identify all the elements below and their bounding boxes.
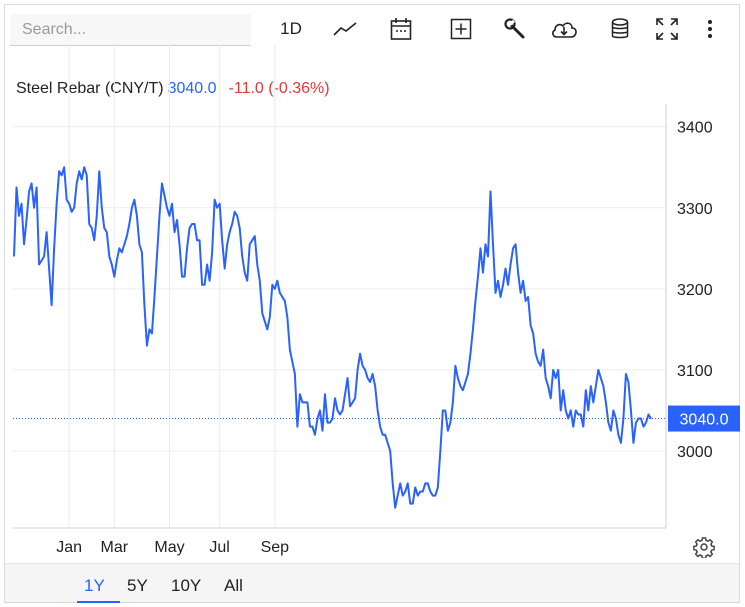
more-icon[interactable] bbox=[702, 13, 718, 45]
y-tick-label: 3000 bbox=[677, 444, 713, 461]
settings-gear-icon[interactable] bbox=[693, 536, 715, 563]
add-indicator-icon[interactable] bbox=[448, 13, 474, 45]
y-tick-label: 3200 bbox=[677, 282, 713, 299]
symbol-label: Steel Rebar (CNY/T) bbox=[16, 80, 164, 97]
y-tick-label: 3400 bbox=[677, 120, 713, 137]
range-bar: 1Y 5Y 10Y All bbox=[5, 563, 739, 603]
price-series-line bbox=[13, 166, 652, 509]
y-tick-label: 3100 bbox=[677, 363, 713, 380]
last-price-badge-label: 3040.0 bbox=[680, 412, 729, 429]
last-price: 3040.0 bbox=[167, 80, 217, 97]
last-price-badge bbox=[668, 405, 740, 432]
range-all-button[interactable]: All bbox=[224, 576, 243, 595]
database-icon[interactable] bbox=[609, 13, 631, 45]
x-tick-label: Jan bbox=[56, 539, 82, 556]
x-tick-label: May bbox=[154, 539, 184, 556]
legend-header: Steel Rebar (CNY/T) 3040.0 -11.0 (-0.36%) bbox=[16, 80, 330, 98]
search-input[interactable] bbox=[10, 14, 251, 46]
range-5y-button[interactable]: 5Y bbox=[127, 576, 148, 595]
x-tick-label: Sep bbox=[261, 539, 290, 556]
price-change: -11.0 (-0.36%) bbox=[228, 80, 330, 97]
x-tick-label: Mar bbox=[101, 539, 129, 556]
interval-button[interactable]: 1D bbox=[280, 19, 302, 38]
range-10y-button[interactable]: 10Y bbox=[171, 576, 202, 595]
chart-widget bbox=[4, 4, 740, 603]
range-1y-button[interactable]: 1Y bbox=[84, 576, 105, 595]
grid-lines bbox=[13, 45, 666, 528]
wrench-icon[interactable] bbox=[503, 13, 527, 45]
y-tick-label: 3300 bbox=[677, 201, 713, 218]
line-chart-icon[interactable] bbox=[331, 13, 359, 45]
active-range-indicator bbox=[77, 601, 120, 603]
fullscreen-icon[interactable] bbox=[654, 13, 680, 45]
cloud-download-icon[interactable] bbox=[549, 13, 579, 45]
calendar-icon[interactable] bbox=[388, 13, 414, 45]
x-tick-label: Jul bbox=[209, 539, 229, 556]
